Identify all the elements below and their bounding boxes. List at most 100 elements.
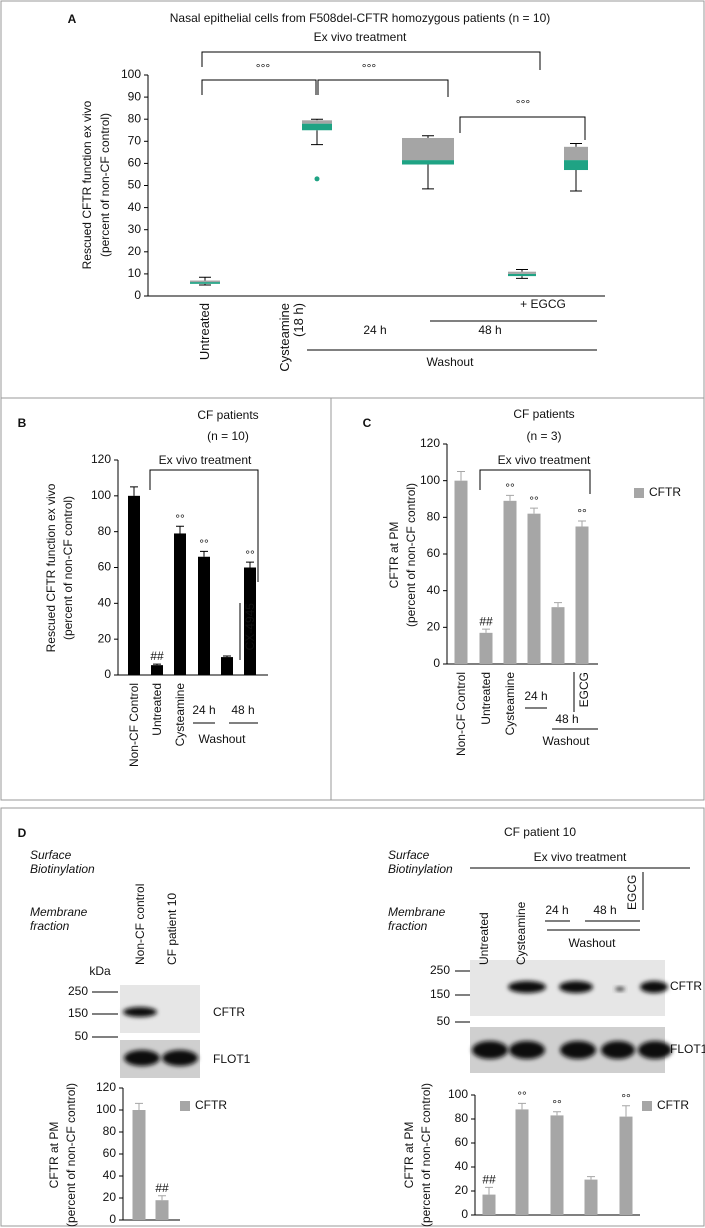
error-bar [485,1186,493,1195]
bar [482,1194,496,1215]
blot-band [509,1041,545,1059]
y-axis-label: Rescued CFTR function ex vivo [80,100,94,269]
y-tick-label: 60 [98,560,112,574]
group-label: 48 h [478,323,501,337]
significance-marker: °° [552,1097,562,1111]
blot-band [559,981,593,993]
panel-letter: C [363,416,372,430]
bar [198,556,210,675]
error-bar [223,655,231,658]
comparison-bracket [459,116,586,140]
bar [174,533,186,675]
y-tick-label: 80 [427,510,441,524]
bar [550,1115,564,1215]
legend-swatch [180,1101,190,1111]
blot-band [123,1007,157,1017]
box-lower [190,282,220,284]
significance-marker: °° [577,506,587,520]
group-label: Washout [199,732,247,746]
whisker-high [422,135,434,138]
treatment-bracket [479,469,591,494]
bar [527,513,541,664]
error-bar [554,602,562,608]
y-tick-label: 50 [128,178,142,192]
legend-label: CFTR [657,1098,689,1112]
error-bar [246,561,254,568]
y-tick-label: 100 [420,473,440,487]
blot-band [472,1041,508,1059]
y-tick-label: 20 [103,1190,117,1204]
group-label: Washout [543,734,591,748]
y-tick-label: 0 [461,1207,468,1221]
bar [515,1109,529,1215]
y-axis-label: CFTR at PM [387,522,401,589]
y-tick-label: 100 [91,488,111,502]
size-marker: 150 [68,1006,88,1020]
comparison-bracket [201,51,541,70]
y-tick-label: 120 [420,436,440,450]
group-label: 48 h [555,712,578,726]
whisker-low [570,170,582,192]
y-axis-label: (percent of non-CF control) [404,483,418,627]
box-upper [302,120,332,124]
y-tick-label: 90 [128,89,142,103]
whisker-high [570,143,582,147]
y-axis-label: (percent of non-CF control) [61,496,75,640]
error-bar [135,1102,143,1110]
error-bar [530,507,538,514]
size-marker: 50 [75,1029,89,1043]
y-tick-label: 120 [96,1080,116,1094]
y-axis-label: (percent of non-CF control) [64,1083,78,1227]
band-label: CFTR [213,1005,245,1019]
bar [575,526,589,664]
error-bar [587,1176,595,1180]
whisker-high [311,118,323,121]
y-tick-label: 60 [427,546,441,560]
comparison-bracket [201,79,317,95]
box-lower [302,123,332,131]
y-tick-label: 60 [455,1135,469,1149]
y-axis-label: Rescued CFTR function ex vivo [44,483,58,652]
y-axis-label: (percent of non-CF control) [98,113,112,257]
y-tick-label: 100 [96,1102,116,1116]
y-tick-label: 40 [98,596,112,610]
whisker-low [199,283,211,286]
y-tick-label: 80 [103,1124,117,1138]
significance-marker: ## [479,614,493,628]
size-marker: 150 [430,987,450,1001]
group-label: 24 h [524,689,547,703]
y-tick-label: 120 [91,452,111,466]
significance-label: °°° [256,61,271,75]
error-bar [553,1111,561,1116]
significance-marker: ## [155,1181,169,1195]
blot-band [162,1050,198,1066]
whisker-low [422,164,434,190]
legend-label: CFTR [649,485,681,499]
y-tick-label: 10 [128,266,142,280]
group-label: Washout [569,936,617,950]
group-label: + EGCG [520,297,566,311]
panel-letter: D [18,826,27,840]
y-tick-label: 0 [109,1212,116,1226]
significance-marker: °° [175,511,185,525]
legend-swatch [642,1101,652,1111]
y-tick-label: 0 [104,667,111,681]
box-lower [564,160,588,171]
y-tick-label: 100 [121,67,141,81]
treatment-label: Ex vivo treatment [498,453,591,467]
size-marker: 250 [430,963,450,977]
y-tick-label: 0 [433,656,440,670]
error-bar [518,1102,526,1110]
panel-letter: A [68,12,77,26]
error-bar [482,628,490,633]
treatment-bracket [149,469,259,582]
error-bar [130,486,138,496]
group-label: Washout [427,355,475,369]
y-tick-label: 20 [427,620,441,634]
error-bar [153,663,161,666]
y-tick-label: 80 [128,111,142,125]
y-tick-label: 20 [128,244,142,258]
bar [244,567,256,675]
treatment-label: Ex vivo treatment [534,850,627,864]
